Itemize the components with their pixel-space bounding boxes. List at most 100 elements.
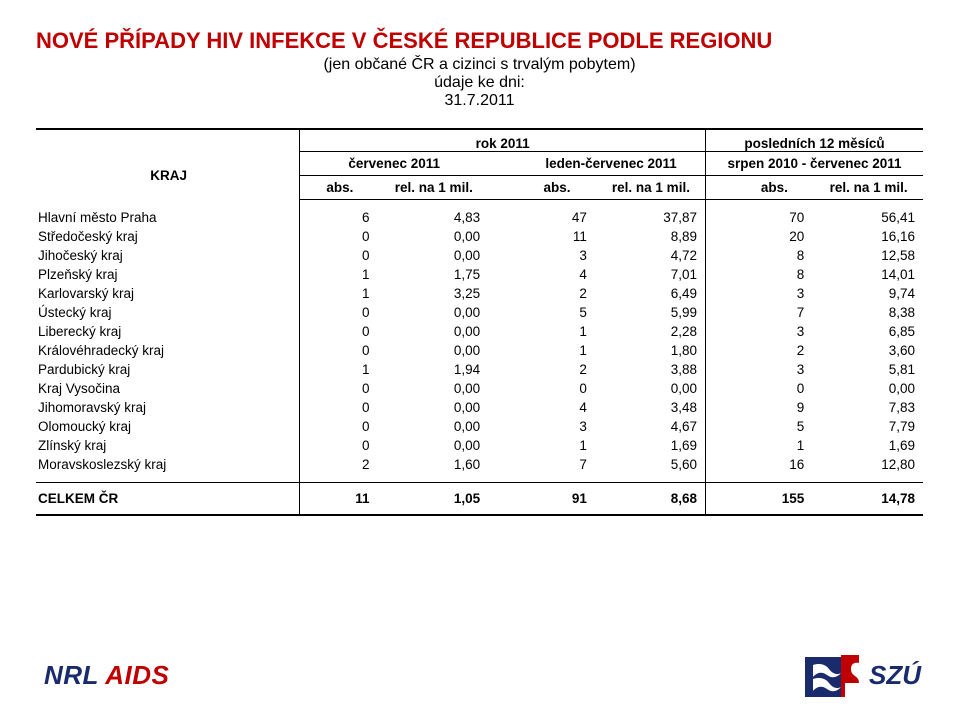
table-row: Liberecký kraj00,0012,2836,85 (36, 322, 923, 341)
row-name: Liberecký kraj (36, 322, 300, 341)
row-b-abs: 1 (517, 436, 597, 455)
page-subtitle: (jen občané ČR a cizinci s trvalým pobyt… (36, 56, 923, 74)
row-c-abs: 5 (735, 417, 815, 436)
row-a-abs: 1 (300, 265, 380, 284)
row-c-abs: 70 (735, 200, 815, 228)
row-c-rel: 3,60 (814, 341, 923, 360)
szu-icon (805, 651, 861, 699)
row-a-abs: 0 (300, 398, 380, 417)
total-b-rel: 8,68 (597, 483, 706, 516)
row-b-abs: 0 (517, 379, 597, 398)
row-a-rel: 0,00 (379, 379, 488, 398)
hdr-rel-a: rel. na 1 mil. (379, 176, 488, 200)
nrl-aids-logo: NRL AIDS (44, 660, 169, 691)
row-a-rel: 0,00 (379, 246, 488, 265)
row-a-abs: 0 (300, 246, 380, 265)
row-a-abs: 0 (300, 436, 380, 455)
table-row: Moravskoslezský kraj21,6075,601612,80 (36, 455, 923, 483)
row-a-rel: 4,83 (379, 200, 488, 228)
row-a-rel: 0,00 (379, 417, 488, 436)
row-a-rel: 1,75 (379, 265, 488, 284)
row-c-abs: 8 (735, 246, 815, 265)
hdr-period-a: červenec 2011 (300, 152, 488, 176)
hdr-abs-b: abs. (517, 176, 597, 200)
row-b-rel: 1,80 (597, 341, 706, 360)
row-a-abs: 0 (300, 417, 380, 436)
row-name: Královéhradecký kraj (36, 341, 300, 360)
hdr-abs-c: abs. (735, 176, 815, 200)
row-a-abs: 6 (300, 200, 380, 228)
total-c-rel: 14,78 (814, 483, 923, 516)
table-row: Zlínský kraj00,0011,6911,69 (36, 436, 923, 455)
row-name: Kraj Vysočina (36, 379, 300, 398)
row-c-abs: 20 (735, 227, 815, 246)
row-name: Ústecký kraj (36, 303, 300, 322)
row-a-abs: 1 (300, 360, 380, 379)
row-b-abs: 47 (517, 200, 597, 228)
row-c-rel: 12,58 (814, 246, 923, 265)
row-a-abs: 0 (300, 322, 380, 341)
region-table: rok 2011 posledních 12 měsíců KRAJ červe… (36, 128, 923, 516)
row-c-abs: 3 (735, 284, 815, 303)
row-c-rel: 16,16 (814, 227, 923, 246)
row-a-abs: 1 (300, 284, 380, 303)
row-c-rel: 14,01 (814, 265, 923, 284)
row-a-rel: 0,00 (379, 398, 488, 417)
hdr-period-b: leden-červenec 2011 (517, 152, 705, 176)
row-b-rel: 5,99 (597, 303, 706, 322)
hdr-year: rok 2011 (300, 129, 706, 152)
row-c-abs: 3 (735, 322, 815, 341)
row-b-rel: 4,72 (597, 246, 706, 265)
row-name: Středočeský kraj (36, 227, 300, 246)
row-a-rel: 0,00 (379, 322, 488, 341)
row-c-abs: 8 (735, 265, 815, 284)
row-a-abs: 2 (300, 455, 380, 483)
row-b-rel: 0,00 (597, 379, 706, 398)
total-name: CELKEM ČR (36, 483, 300, 516)
row-a-rel: 1,60 (379, 455, 488, 483)
row-c-rel: 1,69 (814, 436, 923, 455)
table-row: Kraj Vysočina00,0000,0000,00 (36, 379, 923, 398)
row-name: Jihomoravský kraj (36, 398, 300, 417)
row-c-abs: 16 (735, 455, 815, 483)
row-b-abs: 3 (517, 246, 597, 265)
page-title: NOVÉ PŘÍPADY HIV INFEKCE V ČESKÉ REPUBLI… (36, 28, 923, 54)
row-c-abs: 0 (735, 379, 815, 398)
row-b-rel: 7,01 (597, 265, 706, 284)
row-b-rel: 3,48 (597, 398, 706, 417)
nrl-text: NRL (44, 660, 98, 690)
row-name: Plzeňský kraj (36, 265, 300, 284)
row-c-rel: 5,81 (814, 360, 923, 379)
table-row: Jihočeský kraj00,0034,72812,58 (36, 246, 923, 265)
row-b-abs: 11 (517, 227, 597, 246)
row-c-abs: 7 (735, 303, 815, 322)
row-c-abs: 9 (735, 398, 815, 417)
row-b-rel: 1,69 (597, 436, 706, 455)
row-name: Moravskoslezský kraj (36, 455, 300, 483)
table-row: Plzeňský kraj11,75 47,01 814,01 (36, 265, 923, 284)
table-row: Hlavní město Praha64,834737,877056,41 (36, 200, 923, 228)
row-name: Pardubický kraj (36, 360, 300, 379)
total-c-abs: 155 (735, 483, 815, 516)
table-row: Karlovarský kraj13,2526,4939,74 (36, 284, 923, 303)
total-a-rel: 1,05 (379, 483, 488, 516)
row-c-rel: 0,00 (814, 379, 923, 398)
row-a-rel: 0,00 (379, 341, 488, 360)
row-a-rel: 0,00 (379, 436, 488, 455)
hdr-abs-a: abs. (300, 176, 380, 200)
date-value: 31.7.2011 (36, 92, 923, 110)
total-b-abs: 91 (517, 483, 597, 516)
row-b-rel: 5,60 (597, 455, 706, 483)
row-c-rel: 6,85 (814, 322, 923, 341)
row-a-rel: 0,00 (379, 303, 488, 322)
row-name: Karlovarský kraj (36, 284, 300, 303)
row-b-abs: 3 (517, 417, 597, 436)
row-b-rel: 8,89 (597, 227, 706, 246)
row-b-rel: 3,88 (597, 360, 706, 379)
footer: NRL AIDS SZÚ (0, 651, 959, 699)
row-c-abs: 1 (735, 436, 815, 455)
row-b-rel: 4,67 (597, 417, 706, 436)
row-a-rel: 0,00 (379, 227, 488, 246)
row-b-abs: 4 (517, 265, 597, 284)
row-name: Olomoucký kraj (36, 417, 300, 436)
